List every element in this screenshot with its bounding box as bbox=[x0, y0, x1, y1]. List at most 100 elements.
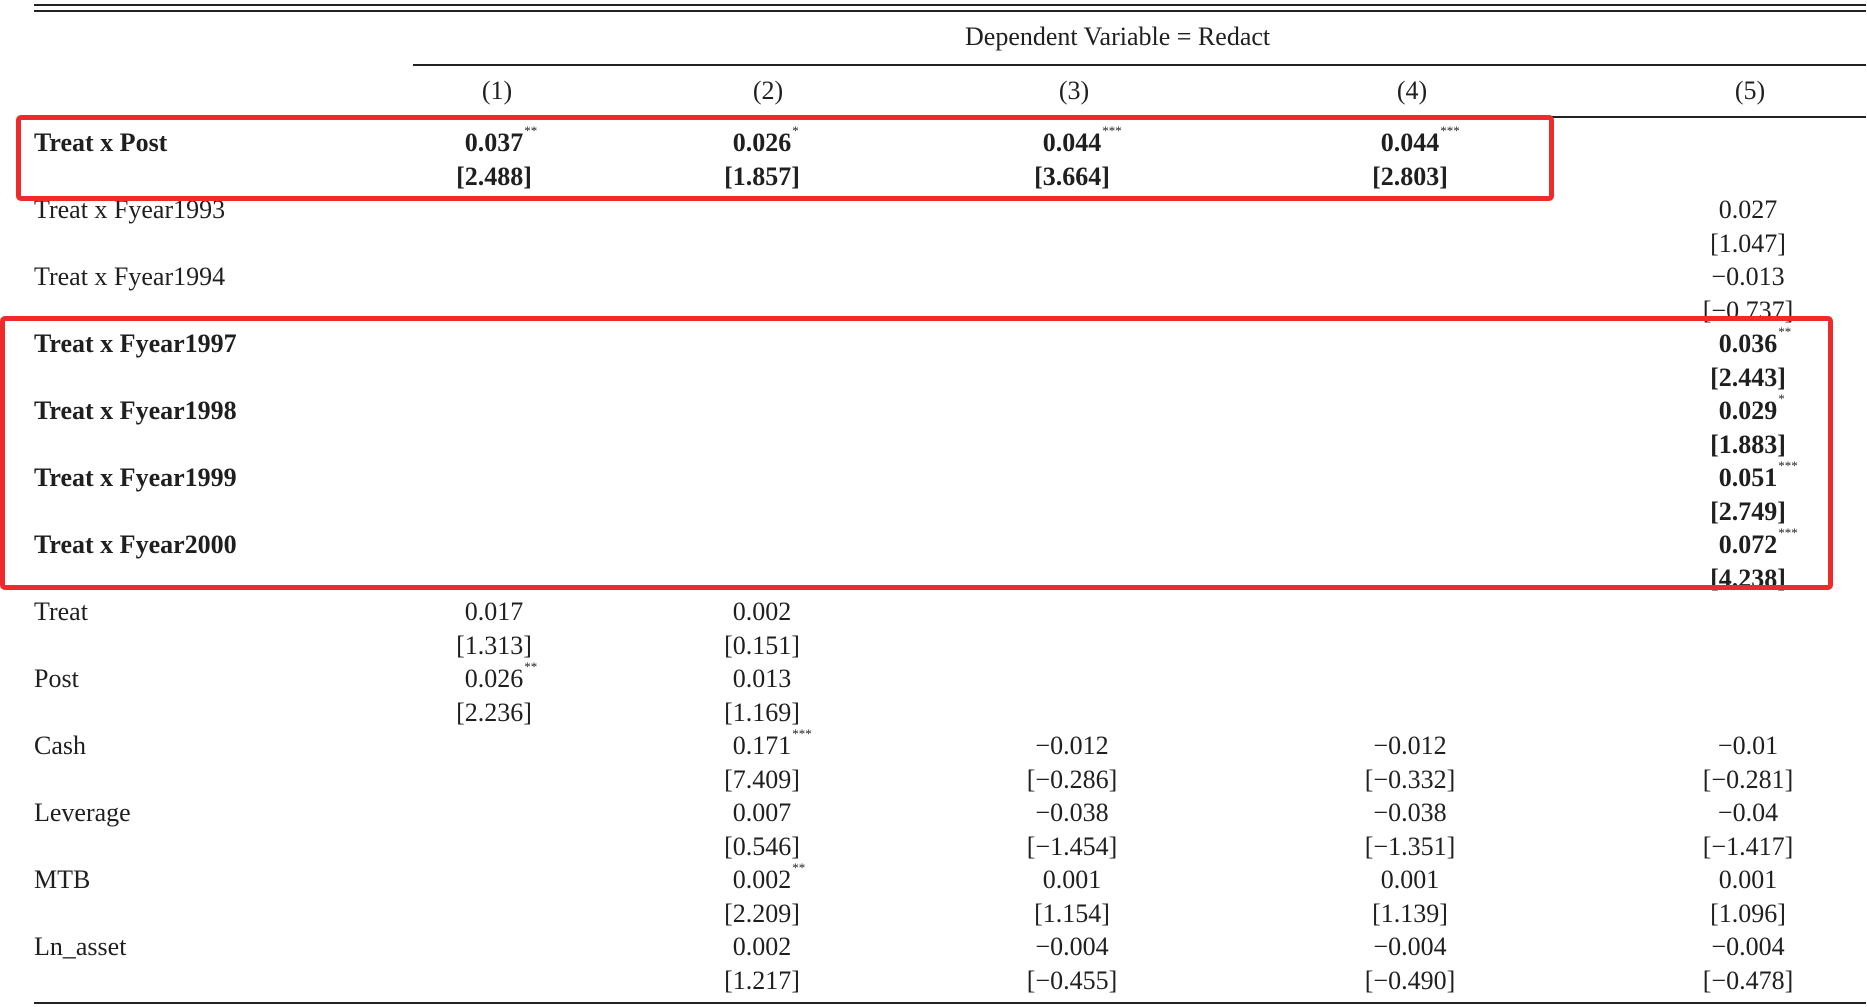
coefficient-cell: 0.026** bbox=[464, 660, 538, 693]
significance-stars: ** bbox=[524, 123, 538, 138]
t-statistic-cell: [2.209] bbox=[724, 899, 800, 928]
coefficient-value: 0.007 bbox=[732, 798, 792, 827]
coefficient-value: 0.037 bbox=[464, 128, 524, 157]
coefficient-cell: 0.072*** bbox=[1718, 526, 1798, 559]
coefficient-cell: −0.038 bbox=[1035, 800, 1108, 826]
t-statistic-cell: [0.546] bbox=[724, 832, 800, 861]
column-header-4: (4) bbox=[1396, 76, 1428, 105]
coefficient-value: 0.026 bbox=[732, 128, 792, 157]
coefficient-value: 0.026 bbox=[464, 664, 524, 693]
highlight-box-treat-post bbox=[16, 115, 1554, 201]
coefficient-value: 0.002 bbox=[732, 932, 792, 961]
bottom-rule bbox=[34, 1002, 1866, 1004]
coefficient-value: 0.044 bbox=[1380, 128, 1440, 157]
coefficient-value: 0.044 bbox=[1042, 128, 1102, 157]
significance-stars: ** bbox=[524, 659, 538, 674]
significance-stars: *** bbox=[1440, 123, 1460, 138]
significance-stars: ** bbox=[1778, 324, 1792, 339]
significance-stars: *** bbox=[1778, 458, 1798, 473]
t-statistic-cell: [2.749] bbox=[1710, 497, 1786, 526]
row-label: Treat x Fyear1999 bbox=[34, 463, 237, 492]
coefficient-cell: 0.002 bbox=[733, 599, 792, 625]
column-header-1: (1) bbox=[481, 76, 513, 105]
coefficient-cell: 0.013 bbox=[733, 666, 792, 692]
t-statistic-cell: [1.047] bbox=[1710, 229, 1786, 258]
coefficient-value: 0.171 bbox=[732, 731, 792, 760]
coefficient-value: −0.038 bbox=[1035, 798, 1109, 827]
coefficient-value: −0.004 bbox=[1711, 932, 1785, 961]
coefficient-cell: 0.027 bbox=[1719, 197, 1778, 223]
coefficient-cell: 0.044*** bbox=[1380, 124, 1460, 157]
significance-stars: * bbox=[792, 123, 799, 138]
coefficient-cell: 0.001 bbox=[1043, 867, 1102, 893]
coefficient-cell: 0.051*** bbox=[1718, 459, 1798, 492]
coefficient-value: −0.004 bbox=[1373, 932, 1447, 961]
coefficient-value: 0.001 bbox=[1042, 865, 1102, 894]
coefficient-cell: 0.026* bbox=[732, 124, 799, 157]
coefficient-cell: 0.001 bbox=[1381, 867, 1440, 893]
t-statistic-cell: [−0.281] bbox=[1702, 765, 1794, 794]
coefficient-cell: 0.001 bbox=[1719, 867, 1778, 893]
coefficient-value: 0.002 bbox=[732, 865, 792, 894]
coefficient-cell: 0.044*** bbox=[1042, 124, 1122, 157]
coefficient-value: 0.001 bbox=[1380, 865, 1440, 894]
coefficient-value: 0.027 bbox=[1718, 195, 1778, 224]
column-header-3: (3) bbox=[1058, 76, 1090, 105]
row-label: Treat x Post bbox=[34, 128, 168, 157]
t-statistic-cell: [1.096] bbox=[1710, 899, 1786, 928]
coefficient-cell: 0.017 bbox=[465, 599, 524, 625]
row-label: Treat x Fyear1998 bbox=[34, 396, 237, 425]
coefficient-cell: −0.013 bbox=[1711, 264, 1784, 290]
coefficient-cell: −0.004 bbox=[1711, 934, 1784, 960]
t-statistic-cell: [−1.417] bbox=[1702, 832, 1794, 861]
row-label: Cash bbox=[34, 731, 86, 760]
significance-stars: ** bbox=[792, 860, 806, 875]
t-statistic-cell: [1.857] bbox=[724, 162, 800, 191]
t-statistic-cell: [1.169] bbox=[724, 698, 800, 727]
coefficient-value: −0.012 bbox=[1373, 731, 1447, 760]
coefficient-value: −0.04 bbox=[1717, 798, 1779, 827]
t-statistic-cell: [3.664] bbox=[1034, 162, 1110, 191]
significance-stars: *** bbox=[792, 726, 812, 741]
row-label: Treat x Fyear2000 bbox=[34, 530, 237, 559]
coefficient-cell: −0.038 bbox=[1373, 800, 1446, 826]
coefficient-cell: 0.007 bbox=[733, 800, 792, 826]
coefficient-value: 0.072 bbox=[1718, 530, 1778, 559]
row-label: Leverage bbox=[34, 798, 131, 827]
coefficient-value: 0.036 bbox=[1718, 329, 1778, 358]
significance-stars: *** bbox=[1102, 123, 1122, 138]
t-statistic-cell: [0.151] bbox=[724, 631, 800, 660]
top-double-rule-lower bbox=[34, 10, 1866, 12]
t-statistic-cell: [−0.455] bbox=[1026, 966, 1118, 995]
t-statistic-cell: [2.488] bbox=[456, 162, 532, 191]
header-span-rule bbox=[413, 64, 1866, 66]
coefficient-value: −0.038 bbox=[1373, 798, 1447, 827]
coefficient-cell: 0.002** bbox=[732, 861, 806, 894]
row-label: Post bbox=[34, 664, 79, 693]
t-statistic-cell: [−1.454] bbox=[1026, 832, 1118, 861]
coefficient-cell: −0.004 bbox=[1373, 934, 1446, 960]
t-statistic-cell: [−1.351] bbox=[1364, 832, 1456, 861]
t-statistic-cell: [1.217] bbox=[724, 966, 800, 995]
top-double-rule-upper bbox=[34, 4, 1866, 6]
coefficient-value: 0.002 bbox=[732, 597, 792, 626]
coefficient-cell: 0.002 bbox=[733, 934, 792, 960]
dependent-variable-header: Dependent Variable = Redact bbox=[965, 22, 1271, 51]
highlight-box-fyear-rows bbox=[0, 316, 1833, 590]
row-label: Treat x Fyear1997 bbox=[34, 329, 237, 358]
coefficient-cell: 0.037** bbox=[464, 124, 538, 157]
t-statistic-cell: [−0.286] bbox=[1026, 765, 1118, 794]
coefficient-value: −0.01 bbox=[1717, 731, 1779, 760]
coefficient-value: −0.004 bbox=[1035, 932, 1109, 961]
t-statistic-cell: [2.803] bbox=[1372, 162, 1448, 191]
coefficient-value: 0.051 bbox=[1718, 463, 1778, 492]
coefficient-cell: 0.171*** bbox=[732, 727, 812, 760]
coefficient-value: 0.029 bbox=[1718, 396, 1778, 425]
coefficient-cell: −0.01 bbox=[1718, 733, 1778, 759]
t-statistic-cell: [1.313] bbox=[456, 631, 532, 660]
t-statistic-cell: [2.236] bbox=[456, 698, 532, 727]
t-statistic-cell: [−0.478] bbox=[1702, 966, 1794, 995]
coefficient-cell: 0.029* bbox=[1718, 392, 1785, 425]
row-label: Ln_asset bbox=[34, 932, 127, 961]
row-label: Treat x Fyear1994 bbox=[34, 262, 226, 291]
